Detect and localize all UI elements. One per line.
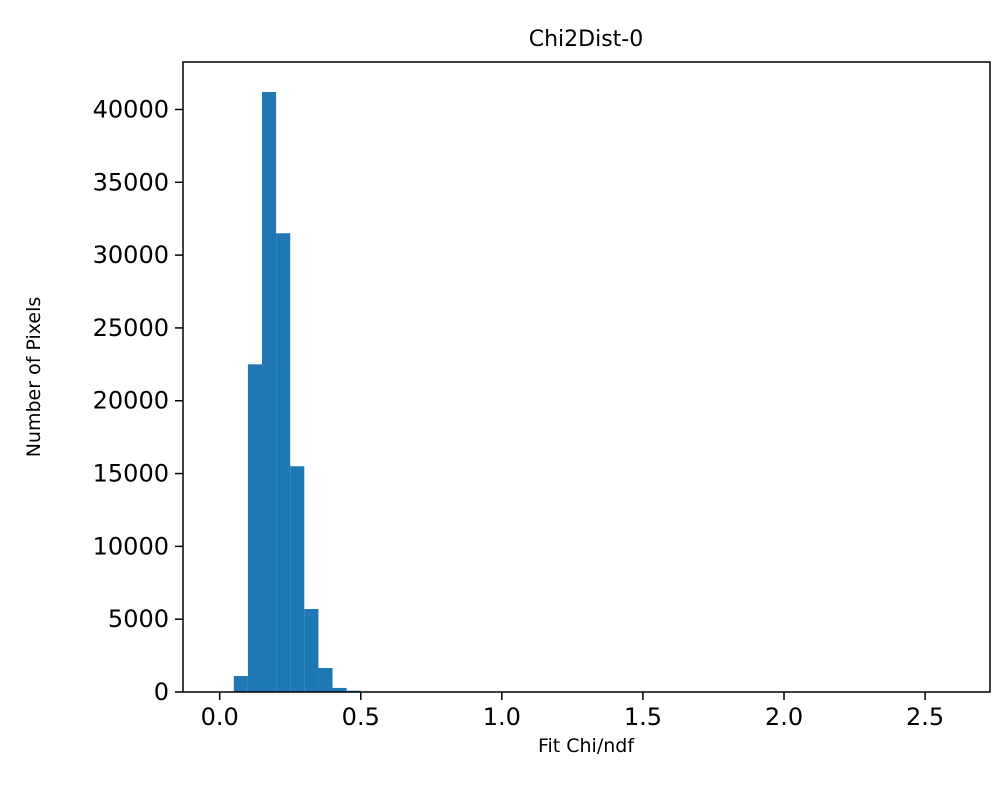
x-tick-label: 0.0 — [201, 703, 239, 731]
x-tick-label: 2.5 — [906, 703, 944, 731]
histogram-bar — [247, 364, 263, 692]
histogram-bar — [262, 92, 277, 692]
y-tick-label: 20000 — [93, 387, 169, 415]
x-tick-label: 2.0 — [765, 703, 803, 731]
y-tick-label: 25000 — [93, 314, 169, 342]
chart-title: Chi2Dist-0 — [529, 27, 644, 52]
y-tick-label: 15000 — [93, 460, 169, 488]
x-axis-label: Fit Chi/ndf — [538, 735, 635, 757]
histogram-bar — [304, 608, 319, 692]
x-axis-ticks: 0.0 0.5 1.0 1.5 2.0 2.5 — [201, 692, 944, 731]
y-axis-ticks: 0 5000 10000 15000 20000 25000 30000 35000 40000 — [93, 95, 183, 706]
y-tick-label: 5000 — [108, 605, 169, 633]
plot-border — [182, 61, 991, 693]
x-tick-label: 0.5 — [342, 703, 380, 731]
x-tick-label: 1.5 — [624, 703, 662, 731]
histogram-bar — [290, 466, 305, 692]
histogram-bar — [332, 687, 347, 692]
y-tick-label: 40000 — [93, 95, 169, 123]
y-axis-label: Number of Pixels — [23, 297, 45, 458]
y-tick-label: 10000 — [93, 532, 169, 560]
y-tick-label: 0 — [154, 678, 169, 706]
y-tick-label: 30000 — [93, 241, 169, 269]
histogram-bar — [233, 675, 248, 692]
bars-group — [233, 92, 954, 693]
histogram-bar — [318, 667, 333, 692]
x-tick-label: 1.0 — [483, 703, 521, 731]
histogram-bar — [276, 233, 291, 692]
y-tick-label: 35000 — [93, 168, 169, 196]
